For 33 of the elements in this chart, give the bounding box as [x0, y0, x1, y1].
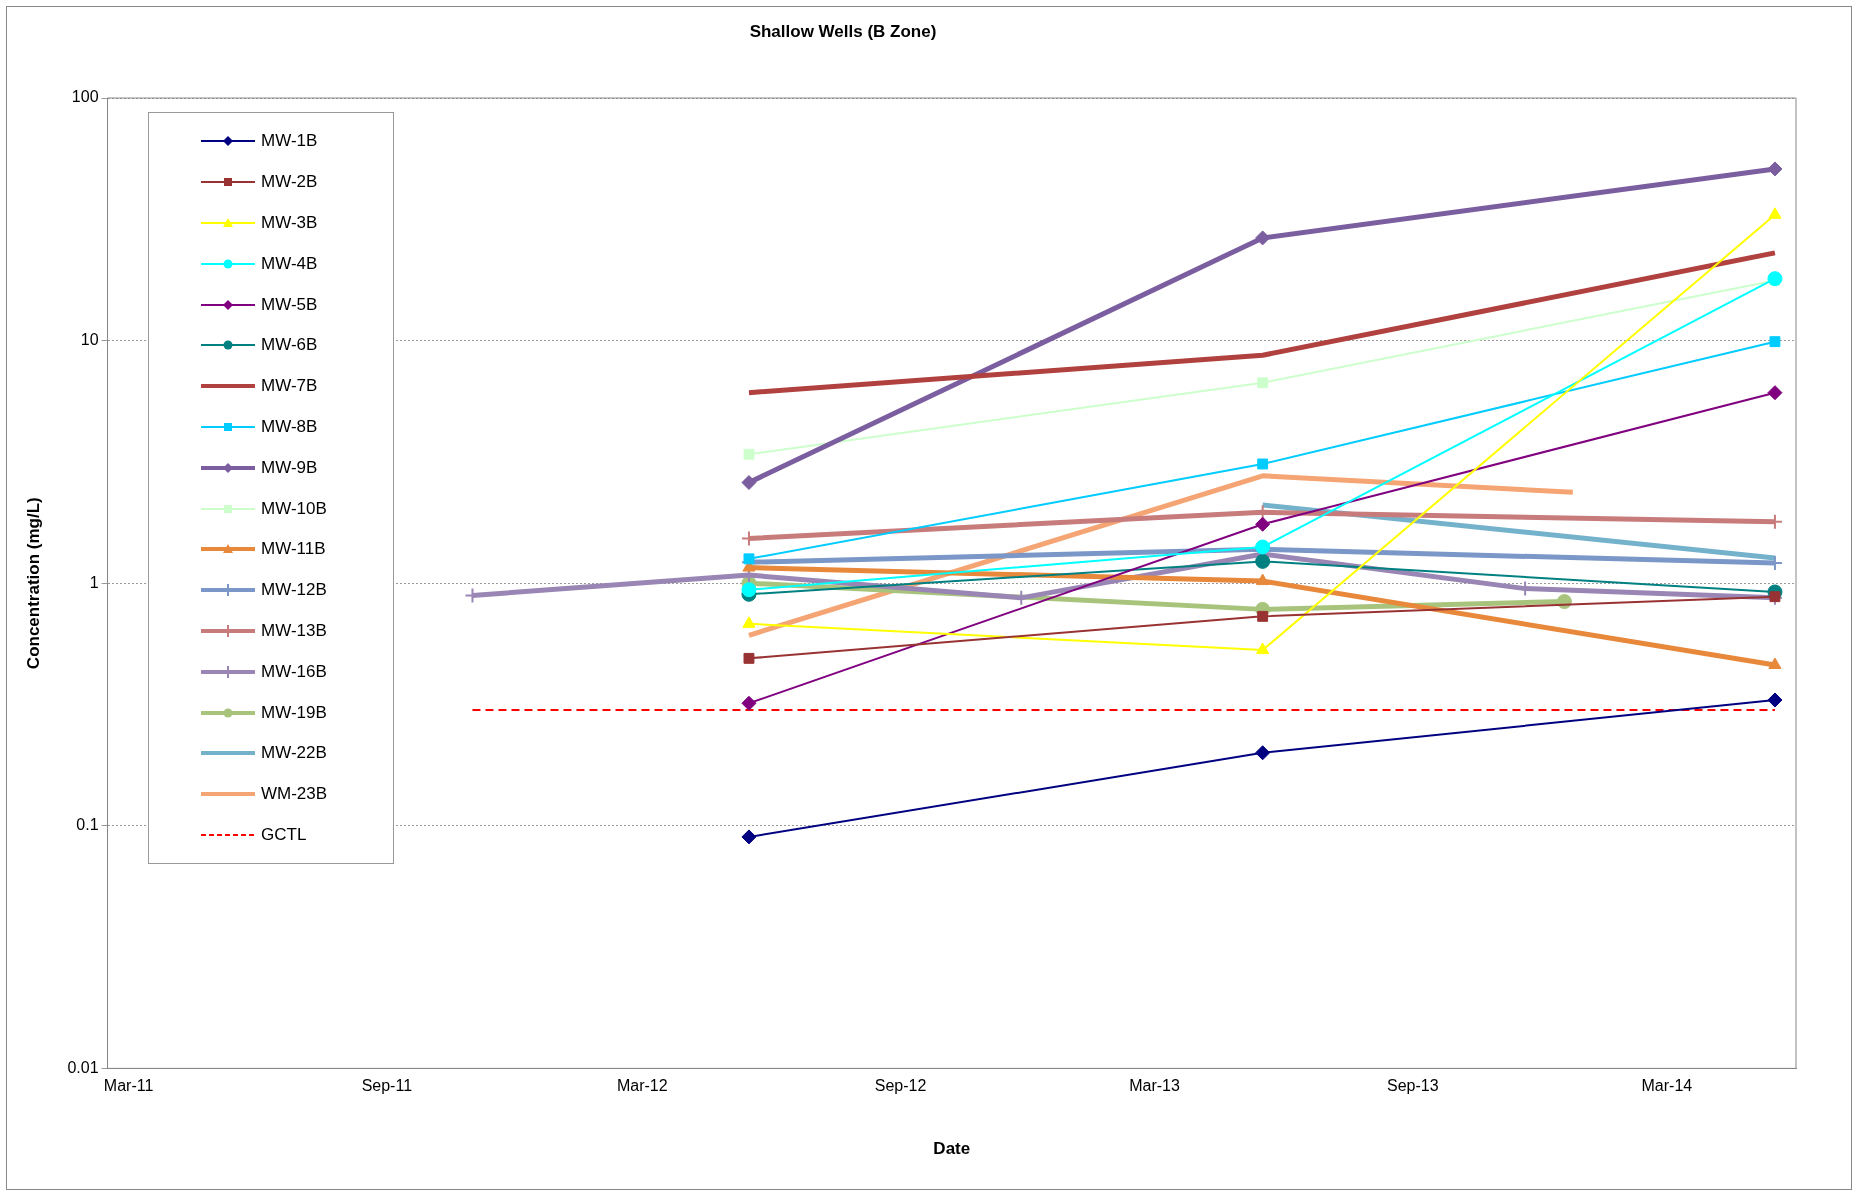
x-axis-title: Date: [933, 1139, 971, 1159]
legend-label: MW-9B: [261, 457, 318, 478]
legend-label: MW-6B: [261, 335, 318, 356]
legend-label: GCTL: [261, 824, 307, 845]
legend-label: MW-2B: [261, 172, 318, 193]
x-tick-label: Sep-12: [874, 1077, 927, 1095]
legend-label: MW-10B: [261, 498, 327, 519]
y-tick-label: 0.1: [76, 816, 99, 834]
x-tick-label: Sep-11: [361, 1077, 413, 1095]
legend-label: MW-8B: [261, 416, 318, 437]
x-tick-label: Mar-12: [616, 1077, 668, 1095]
legend-label: MW-1B: [261, 131, 318, 152]
x-tick-label: Mar-13: [1129, 1077, 1181, 1095]
y-tick-label: 0.01: [67, 1058, 99, 1076]
legend-label: MW-12B: [261, 580, 327, 601]
legend-label: MW-3B: [261, 212, 318, 233]
x-tick-label: Sep-13: [1387, 1077, 1439, 1095]
chart-title: Shallow Wells (B Zone): [748, 22, 938, 42]
y-tick-label: 1: [89, 573, 99, 591]
legend-label: MW-7B: [261, 376, 318, 397]
legend-label: MW-22B: [261, 743, 327, 764]
x-tick-label: Mar-14: [1641, 1077, 1693, 1095]
y-tick-label: 10: [80, 331, 99, 349]
legend-label: MW-5B: [261, 294, 318, 315]
legend-label: MW-16B: [261, 661, 327, 682]
legend-label: MW-4B: [261, 253, 318, 274]
y-tick-label: 100: [71, 88, 99, 106]
x-tick-label: Mar-11: [103, 1077, 154, 1095]
legend-label: MW-11B: [261, 539, 326, 560]
legend-label: MW-19B: [261, 702, 327, 723]
legend-label: WM-23B: [261, 784, 328, 805]
legend-label: MW-13B: [261, 620, 327, 641]
y-axis-title: Concentration (mg/L): [23, 497, 43, 670]
